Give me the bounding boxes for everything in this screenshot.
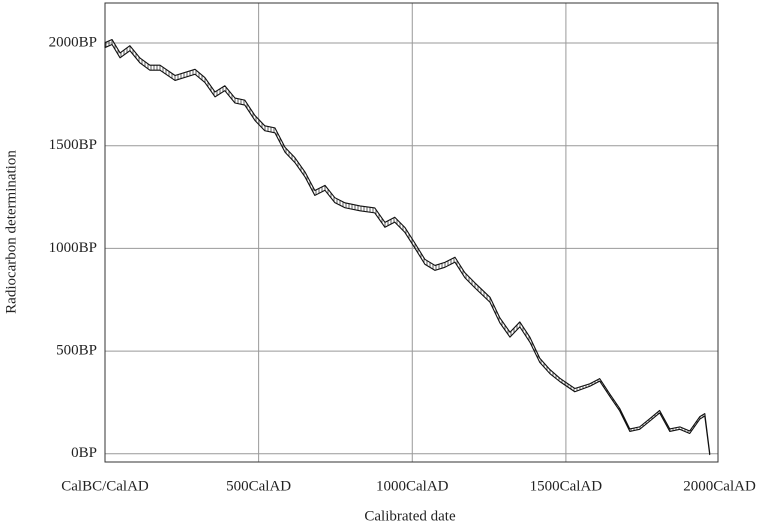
x-tick-label: 500CalAD [226,478,291,494]
y-tick-label: 0BP [71,445,97,461]
y-tick-label: 500BP [56,343,97,359]
plot-frame [104,2,719,463]
y-tick-label: 1500BP [49,137,97,153]
y-axis-label: Radiocarbon determination [3,150,19,314]
y-tick-label: 2000BP [49,34,97,50]
calibration-band [104,39,711,456]
x-tick-label: 2000CalAD [683,478,756,494]
x-tick-label: 1000CalAD [376,478,449,494]
x-tick-label: CalBC/CalAD [61,478,149,494]
x-axis-label: Calibrated date [364,508,456,524]
x-tick-label: 1500CalAD [530,478,603,494]
y-tick-label: 1000BP [49,240,97,256]
